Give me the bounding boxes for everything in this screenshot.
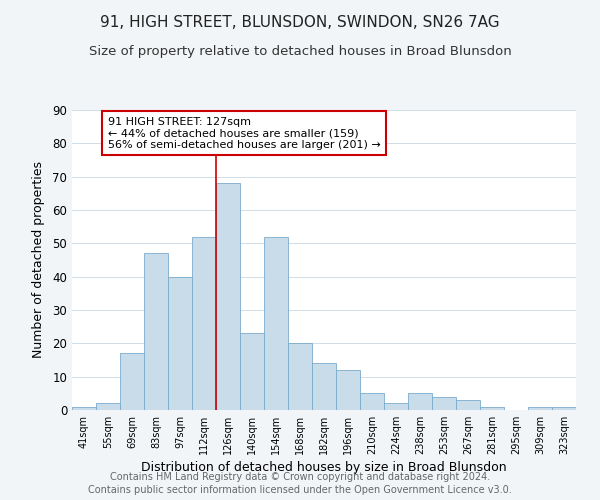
Bar: [144, 254, 168, 410]
Bar: [408, 394, 432, 410]
Bar: [72, 406, 96, 410]
Bar: [216, 184, 240, 410]
Bar: [96, 404, 120, 410]
Bar: [360, 394, 384, 410]
Bar: [528, 406, 552, 410]
Bar: [480, 406, 504, 410]
Bar: [168, 276, 192, 410]
Bar: [336, 370, 360, 410]
Y-axis label: Number of detached properties: Number of detached properties: [32, 162, 46, 358]
Text: Size of property relative to detached houses in Broad Blunsdon: Size of property relative to detached ho…: [89, 45, 511, 58]
Text: Contains public sector information licensed under the Open Government Licence v3: Contains public sector information licen…: [88, 485, 512, 495]
Text: Contains HM Land Registry data © Crown copyright and database right 2024.: Contains HM Land Registry data © Crown c…: [110, 472, 490, 482]
Bar: [552, 406, 576, 410]
X-axis label: Distribution of detached houses by size in Broad Blunsdon: Distribution of detached houses by size …: [141, 461, 507, 474]
Bar: [432, 396, 456, 410]
Bar: [264, 236, 288, 410]
Text: 91, HIGH STREET, BLUNSDON, SWINDON, SN26 7AG: 91, HIGH STREET, BLUNSDON, SWINDON, SN26…: [100, 15, 500, 30]
Bar: [312, 364, 336, 410]
Text: 91 HIGH STREET: 127sqm
← 44% of detached houses are smaller (159)
56% of semi-de: 91 HIGH STREET: 127sqm ← 44% of detached…: [108, 116, 381, 150]
Bar: [288, 344, 312, 410]
Bar: [240, 334, 264, 410]
Bar: [456, 400, 480, 410]
Bar: [120, 354, 144, 410]
Bar: [192, 236, 216, 410]
Bar: [384, 404, 408, 410]
